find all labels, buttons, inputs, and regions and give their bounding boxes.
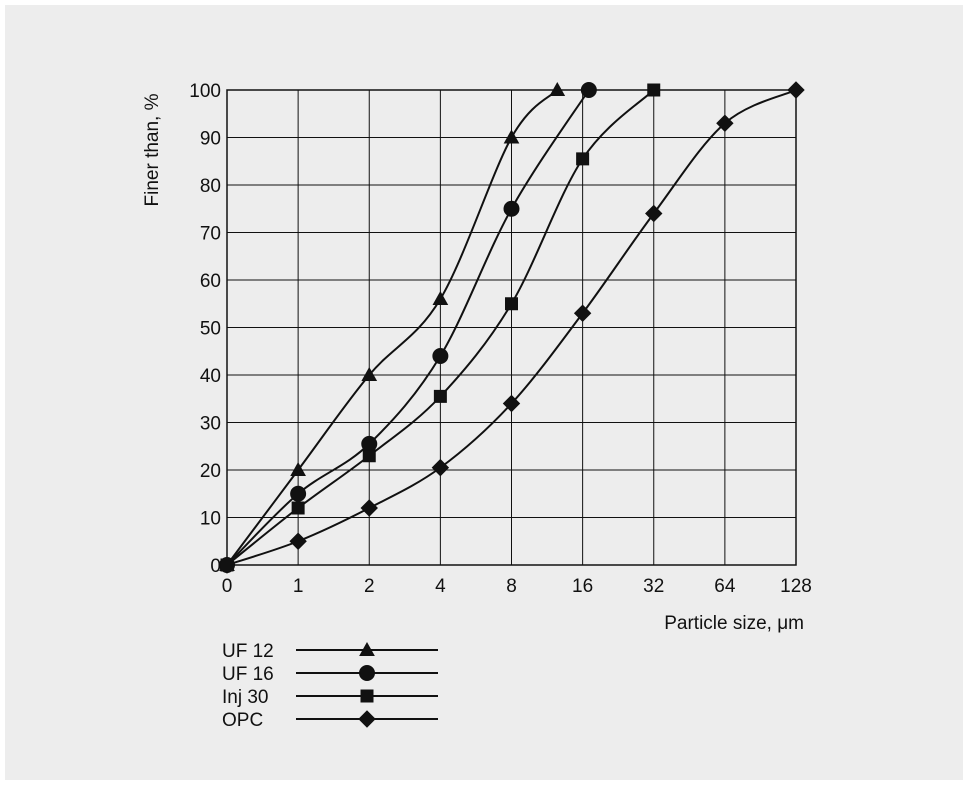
y-tick-label: 70 — [200, 224, 221, 245]
data-point-uf-12 — [432, 290, 449, 305]
data-point-inj-30 — [291, 501, 305, 515]
y-tick-label: 0 — [210, 556, 221, 577]
data-point-uf-12 — [290, 461, 306, 476]
legend-label: OPC — [222, 710, 263, 731]
y-tick-label: 10 — [200, 509, 221, 530]
series-markers — [218, 81, 805, 574]
figure-background — [5, 5, 963, 780]
data-point-inj-30 — [433, 389, 447, 403]
legend-item-uf-12: UF 12 — [222, 641, 438, 662]
x-axis-ticks: 0 1 2 4 8 16 32 64 128 — [222, 576, 812, 597]
legend-item-uf-16: UF 16 — [222, 664, 438, 685]
data-point-inj-30 — [647, 83, 661, 97]
data-point-opc — [360, 499, 378, 517]
x-tick-label: 4 — [435, 576, 446, 597]
legend-marker — [360, 689, 374, 703]
data-point-uf-16 — [361, 435, 378, 452]
plot-area — [226, 89, 797, 566]
data-point-opc — [502, 394, 521, 413]
data-point-uf-16 — [580, 82, 597, 98]
data-point-uf-12 — [549, 81, 566, 96]
x-tick-label: 0 — [222, 576, 233, 597]
legend-item-opc: OPC — [222, 710, 438, 731]
legend-marker — [359, 641, 375, 656]
data-point-inj-30 — [362, 449, 376, 463]
y-tick-label: 90 — [200, 129, 221, 150]
x-tick-label: 128 — [780, 576, 812, 597]
x-tick-label: 32 — [643, 576, 664, 597]
x-tick-label: 8 — [506, 576, 517, 597]
x-tick-label: 64 — [714, 576, 736, 597]
data-point-uf-12 — [503, 129, 520, 144]
x-tick-label: 2 — [364, 576, 375, 597]
data-point-opc — [787, 81, 805, 99]
legend-label: Inj 30 — [222, 687, 268, 708]
legend-item-inj-30: Inj 30 — [222, 687, 438, 708]
y-tick-label: 80 — [200, 176, 221, 197]
legend-label: UF 16 — [222, 664, 274, 685]
data-point-inj-30 — [505, 297, 518, 311]
y-tick-label: 60 — [200, 271, 221, 292]
data-point-opc — [289, 532, 307, 550]
y-tick-label: 20 — [200, 461, 221, 482]
y-tick-label: 100 — [189, 81, 221, 102]
y-tick-label: 50 — [200, 319, 221, 340]
data-point-opc — [716, 114, 734, 132]
legend-marker — [358, 710, 376, 728]
data-point-opc — [218, 556, 236, 574]
data-point-inj-30 — [576, 152, 590, 166]
data-point-uf-16 — [432, 348, 449, 364]
data-point-opc — [573, 304, 592, 322]
series-line-opc — [226, 89, 797, 566]
data-point-opc — [645, 204, 663, 223]
legend-marker — [359, 665, 375, 681]
data-point-opc — [431, 458, 450, 477]
y-axis-ticks: 0 10 20 30 40 50 60 70 80 90 100 — [189, 81, 221, 577]
data-point-uf-16 — [290, 485, 307, 502]
y-tick-label: 40 — [200, 366, 221, 387]
grid — [226, 89, 797, 566]
x-tick-label: 1 — [293, 576, 304, 597]
y-tick-label: 30 — [200, 414, 221, 435]
y-axis-label: Finer than, % — [142, 93, 163, 206]
legend-label: UF 12 — [222, 641, 274, 662]
data-point-uf-16 — [503, 200, 520, 217]
x-tick-label: 16 — [572, 576, 593, 597]
x-axis-label: Particle size, μm — [664, 613, 804, 634]
data-point-uf-12 — [361, 366, 378, 381]
